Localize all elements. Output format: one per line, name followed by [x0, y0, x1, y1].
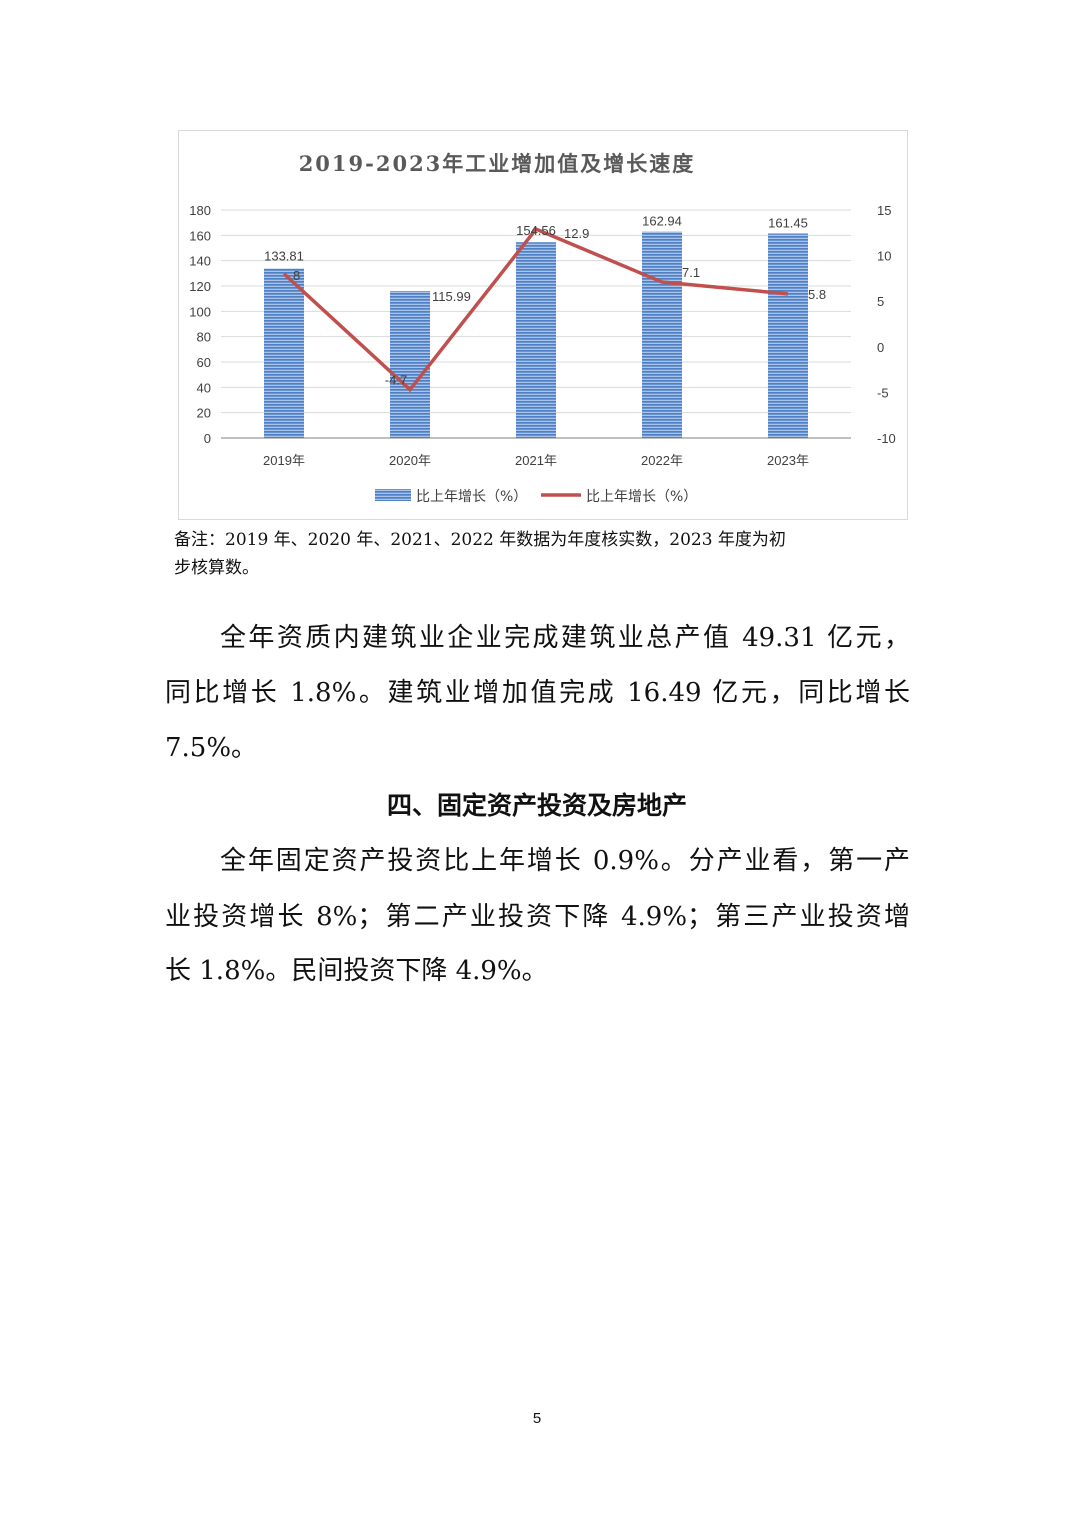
chart-note-line-1: 备注：2019 年、2020 年、2021、2022 年数据为年度核实数，202…	[174, 530, 786, 550]
bar-label: 162.94	[642, 214, 682, 229]
line-label: -4.7	[385, 373, 407, 388]
bar	[768, 233, 808, 438]
left-axis-tick: 180	[189, 203, 211, 218]
left-axis-tick: 120	[189, 279, 211, 294]
x-axis-tick: 2019年	[263, 453, 305, 468]
right-axis-tick: 0	[877, 340, 884, 355]
chart-svg: 2019-2023年工业增加值及增长速度 0204060801001201401…	[189, 151, 896, 505]
right-axis-tick: 5	[877, 294, 884, 309]
bar	[642, 231, 682, 438]
left-axis-tick: 60	[197, 355, 211, 370]
bar-label: 154.56	[516, 223, 556, 238]
left-axis-tick: 40	[197, 380, 211, 395]
left-axis-tick: 100	[189, 304, 211, 319]
legend-bar-label: 比上年增长（%）	[416, 489, 527, 505]
left-axis-tick: 0	[204, 431, 211, 446]
chart-note-line-2: 步核算数。	[174, 558, 259, 578]
x-axis-tick: 2021年	[515, 453, 557, 468]
x-axis-tick: 2022年	[641, 453, 683, 468]
bar-label: 115.99	[432, 289, 471, 304]
paragraph-1-line-1: 全年资质内建筑业企业完成建筑业总产值 49.31 亿元，	[220, 623, 910, 653]
line-label: 7.1	[682, 265, 700, 280]
section-heading: 四、固定资产投资及房地产	[386, 791, 687, 820]
legend-bar-swatch	[375, 489, 411, 501]
growth-line	[282, 227, 789, 393]
left-axis-tick: 140	[189, 254, 211, 269]
left-axis-tick: 80	[197, 330, 211, 345]
page-number: 5	[532, 1410, 542, 1427]
right-axis-tick: -10	[877, 431, 896, 446]
left-axis-tick: 160	[189, 228, 211, 243]
line-label: 8	[293, 268, 300, 283]
legend-line-label: 比上年增长（%）	[586, 489, 697, 505]
chart-title: 2019-2023年工业增加值及增长速度	[299, 151, 696, 176]
bar	[516, 242, 556, 438]
paragraph-2-line-3: 长 1.8%。民间投资下降 4.9%。	[165, 956, 548, 986]
right-axis-tick: 10	[877, 249, 891, 264]
bar	[390, 291, 430, 438]
right-axis-tick: 15	[877, 203, 891, 218]
industrial-value-chart: 2019-2023年工业增加值及增长速度 0 20 40 60 80 100 120 140 1…	[178, 130, 908, 520]
x-axis-tick: 2020年	[389, 453, 431, 468]
right-axis-tick: -5	[877, 385, 889, 400]
left-axis-tick: 20	[197, 406, 211, 421]
paragraph-2-line-2: 业投资增长 8%；第二产业投资下降 4.9%；第三产业投资增	[165, 902, 910, 932]
line-label: 12.9	[564, 226, 589, 241]
paragraph-1-line-3: 7.5%。	[165, 733, 258, 763]
bar	[264, 268, 304, 438]
paragraph-1-line-2: 同比增长 1.8%。建筑业增加值完成 16.49 亿元，同比增长	[165, 678, 910, 708]
bar-label: 161.45	[768, 215, 808, 230]
line-label: 5.8	[808, 287, 826, 302]
paragraph-2-line-1: 全年固定资产投资比上年增长 0.9%。分产业看，第一产	[220, 846, 910, 876]
bar-label: 133.81	[264, 249, 304, 264]
x-axis-tick: 2023年	[767, 453, 809, 468]
